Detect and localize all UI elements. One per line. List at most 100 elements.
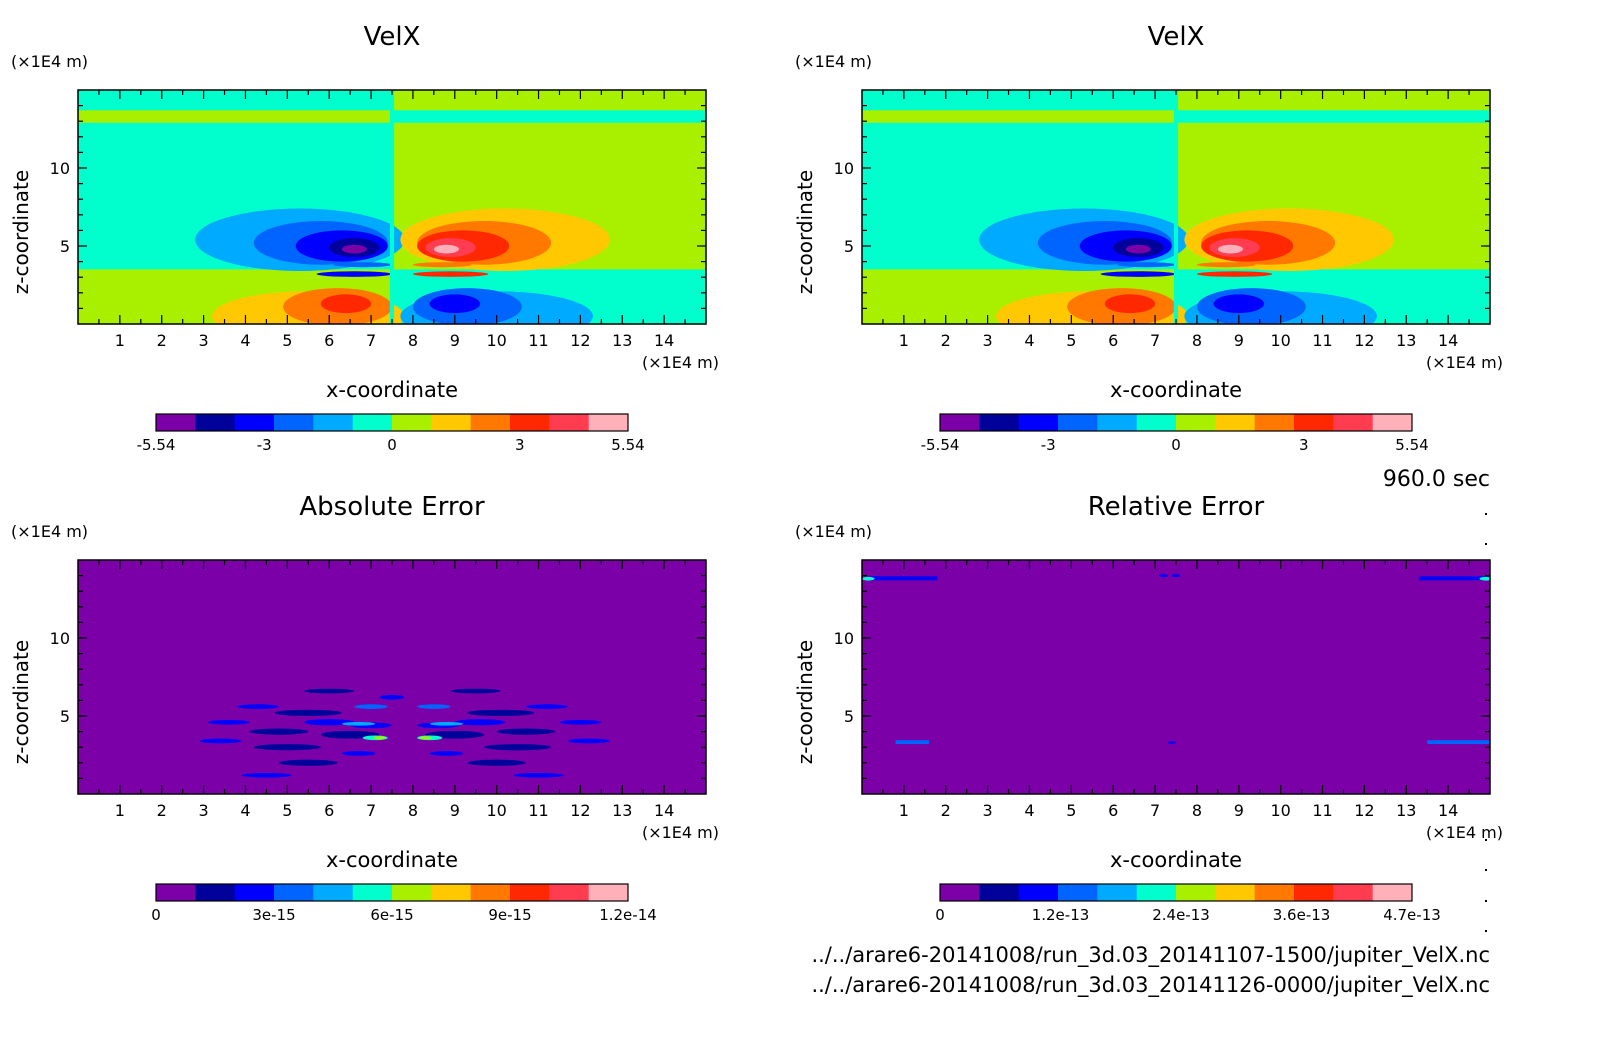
colorbar-swatch-7 bbox=[1176, 884, 1216, 901]
x-tick-label: 4 bbox=[1024, 331, 1034, 350]
x-tick-label: 14 bbox=[1438, 801, 1458, 820]
error-blob-7 bbox=[274, 709, 342, 716]
x-tick-label: 10 bbox=[486, 331, 506, 350]
x-tick-label: 14 bbox=[654, 801, 674, 820]
colorbar-swatch-9 bbox=[470, 884, 511, 901]
error-blob-19 bbox=[278, 759, 338, 766]
colorbar-tick-label: -5.54 bbox=[921, 436, 960, 454]
colorbar-tick-label: 5.54 bbox=[611, 436, 644, 454]
colorbar-swatch-10 bbox=[510, 414, 550, 431]
fine-stripe-2 bbox=[412, 271, 489, 277]
x-tick-label: 10 bbox=[1270, 331, 1290, 350]
colorbar-tick-label: -5.54 bbox=[137, 436, 176, 454]
colorbar-tick-label: -3 bbox=[257, 436, 272, 454]
x-axis-label: x-coordinate bbox=[1110, 378, 1242, 402]
fine-stripe-4 bbox=[412, 262, 472, 268]
x-axis-label: x-coordinate bbox=[326, 378, 458, 402]
lower-pos-core bbox=[1104, 294, 1156, 314]
colorbar-swatch-1 bbox=[156, 884, 196, 901]
colorbar-swatch-7 bbox=[392, 884, 432, 901]
y-tick-label: 5 bbox=[844, 237, 854, 256]
colorbar-swatch-11 bbox=[1333, 414, 1374, 431]
y-tick-label: 5 bbox=[60, 707, 70, 726]
x-tick-label: 4 bbox=[240, 801, 250, 820]
colorbar-tick-label: 3e-15 bbox=[252, 906, 295, 924]
colorbar-tick-label: 0 bbox=[151, 906, 161, 924]
error-blob-11 bbox=[253, 744, 321, 751]
x-tick-label: 10 bbox=[486, 801, 506, 820]
colorbar-swatch-4 bbox=[1058, 414, 1098, 431]
x-tick-label: 6 bbox=[1108, 331, 1118, 350]
colorbar-swatch-2 bbox=[195, 884, 236, 901]
x-tick-label: 6 bbox=[1108, 801, 1118, 820]
x-tick-label: 11 bbox=[528, 801, 548, 820]
x-tick-label: 5 bbox=[1066, 801, 1076, 820]
fine-stripe-3 bbox=[333, 262, 392, 268]
colorbar-tick-label: 4.7e-13 bbox=[1383, 906, 1441, 924]
x-tick-label: 12 bbox=[1354, 801, 1374, 820]
y-unit-label: (×1E4 m) bbox=[795, 522, 872, 541]
colorbar-swatch-12 bbox=[1372, 414, 1413, 431]
error-blob-31 bbox=[429, 721, 464, 726]
colorbar-tick-label: -3 bbox=[1041, 436, 1056, 454]
lobe-neg-core bbox=[1125, 244, 1151, 254]
x-tick-label: 11 bbox=[1312, 801, 1332, 820]
colorbar-swatch-5 bbox=[313, 414, 354, 431]
lower-neg-core bbox=[429, 294, 480, 314]
colorbar-swatch-8 bbox=[1215, 414, 1256, 431]
colorbar-swatch-3 bbox=[1018, 414, 1059, 431]
error-blob-25 bbox=[429, 751, 464, 756]
error-blob-17 bbox=[207, 719, 250, 725]
fine-stripe-4 bbox=[1196, 262, 1256, 268]
x-tick-label: 7 bbox=[1150, 331, 1160, 350]
background bbox=[862, 560, 1490, 794]
colorbar-swatch-3 bbox=[234, 884, 275, 901]
colorbar-swatch-8 bbox=[1215, 884, 1256, 901]
error-blob-10 bbox=[496, 728, 556, 735]
x-tick-label: 11 bbox=[1312, 331, 1332, 350]
colorbar-frame bbox=[155, 883, 629, 902]
edge-streak-1 bbox=[870, 576, 938, 581]
file-path-1: ../../arare6-20141008/run_3d.03_20141107… bbox=[811, 943, 1490, 968]
colorbar-tick-label: 1.2e-13 bbox=[1032, 906, 1090, 924]
colorbar-swatch-12 bbox=[1372, 884, 1413, 901]
error-blob-24 bbox=[341, 751, 376, 756]
colorbar-swatch-11 bbox=[1333, 884, 1374, 901]
y-axis-label: z-coordinate bbox=[9, 170, 33, 294]
colorbar-swatch-1 bbox=[940, 884, 980, 901]
colorbar-swatch-5 bbox=[1097, 884, 1138, 901]
lower-neg-core bbox=[1213, 294, 1264, 314]
stripe-top-right bbox=[1176, 110, 1490, 123]
x-tick-label: 1 bbox=[115, 331, 125, 350]
edge-streak-3 bbox=[895, 740, 929, 745]
y-axis-label: z-coordinate bbox=[9, 640, 33, 764]
colorbar: 0 3e-15 6e-15 9e-15 1.2e-14 bbox=[151, 883, 657, 924]
colorbar-swatch-12 bbox=[588, 884, 629, 901]
colorbar-swatch-5 bbox=[313, 884, 354, 901]
colorbar-swatch-1 bbox=[156, 414, 196, 431]
x-tick-label: 3 bbox=[199, 331, 209, 350]
error-blob-13 bbox=[237, 704, 279, 709]
x-tick-label: 12 bbox=[570, 331, 590, 350]
colorbar-swatch-1 bbox=[940, 414, 980, 431]
error-blob-28 bbox=[354, 704, 388, 709]
colorbar-swatch-8 bbox=[431, 414, 472, 431]
panel-1: VelX(×1E4 m)(×1E4 m)1 2 3 4 5 6 7 8 9 10 11 12 13 145… bbox=[9, 22, 719, 454]
x-tick-label: 7 bbox=[366, 331, 376, 350]
colorbar-swatch-6 bbox=[352, 884, 393, 901]
error-blob-27 bbox=[567, 738, 610, 744]
fine-stripe-3 bbox=[1117, 262, 1176, 268]
x-tick-label: 14 bbox=[1438, 331, 1458, 350]
x-tick-label: 8 bbox=[408, 801, 418, 820]
error-blob-14 bbox=[525, 704, 568, 709]
x-unit-label: (×1E4 m) bbox=[1426, 823, 1503, 842]
x-tick-label: 6 bbox=[324, 331, 334, 350]
x-tick-label: 4 bbox=[1024, 801, 1034, 820]
y-tick-label: 10 bbox=[50, 159, 70, 178]
x-tick-label: 2 bbox=[157, 801, 167, 820]
x-unit-label: (×1E4 m) bbox=[642, 823, 719, 842]
colorbar-swatch-7 bbox=[392, 414, 432, 431]
panel-2: VelX(×1E4 m)(×1E4 m)1 2 3 4 5 6 7 8 9 10 11 12 13 145… bbox=[793, 22, 1503, 454]
colorbar-tick-label: 0 bbox=[1171, 436, 1181, 454]
colorbar-swatch-11 bbox=[549, 884, 590, 901]
